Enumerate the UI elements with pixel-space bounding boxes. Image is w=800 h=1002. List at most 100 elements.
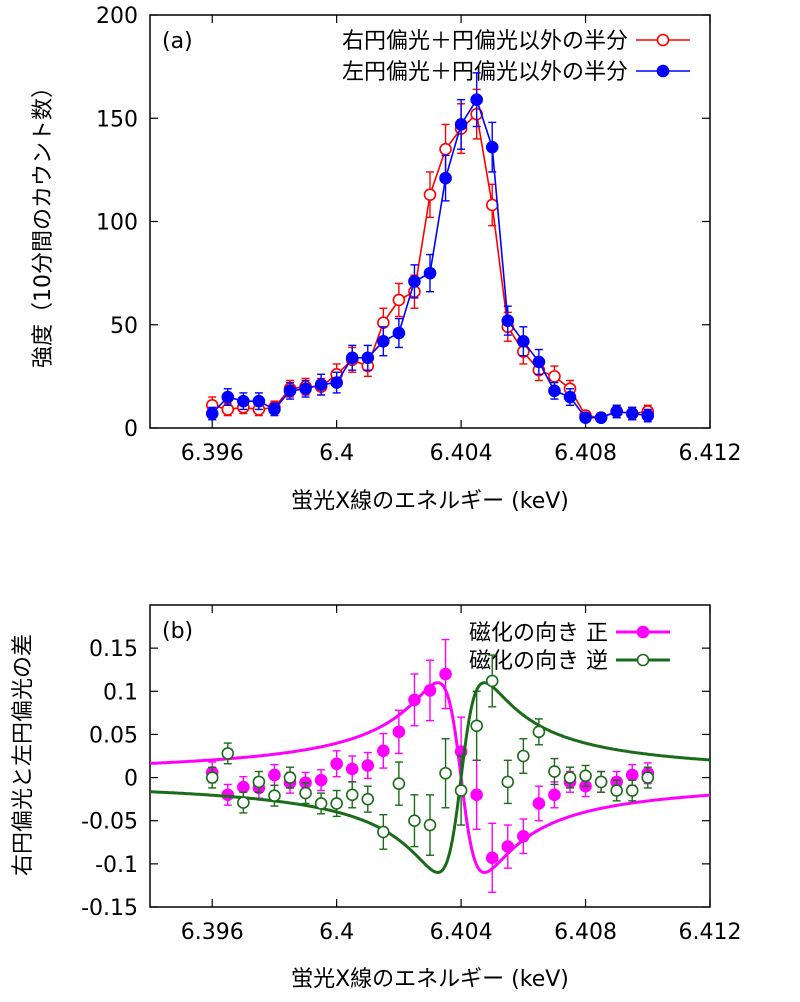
legend-a-series-1-label: 右円偏光＋円偏光以外の半分 — [342, 29, 628, 54]
b-series-1-point — [392, 709, 406, 755]
a-series-2-point — [314, 373, 328, 396]
legend-b-series-2-sample — [616, 653, 670, 667]
panel-a: (a) 右円偏光＋円偏光以外の半分 左円偏光＋円偏光以外の半分 蛍光X線のエネル… — [31, 4, 741, 514]
panel-b-label: (b) — [162, 619, 193, 644]
b-y-tick-label: -0.05 — [81, 810, 138, 835]
b-series-2 — [149, 654, 711, 875]
a-series-2 — [205, 72, 655, 424]
b-y-tick-label: 0.05 — [89, 723, 138, 748]
b-y-tick-label: 0.15 — [89, 637, 138, 662]
b-series-2-point — [392, 761, 406, 806]
a-series-2-point — [283, 381, 297, 400]
a-series-2-point — [610, 404, 623, 419]
b-series-2-point — [485, 654, 499, 708]
panel-a-legend: 右円偏光＋円偏光以外の半分 左円偏光＋円偏光以外の半分 — [342, 29, 690, 85]
a-series-2-point — [579, 411, 592, 424]
b-series-2-point — [501, 759, 515, 805]
panel-b: (b) 磁化の向き 正 磁化の向き 逆 蛍光X線のエネルギー (keV) 右円偏… — [11, 604, 742, 992]
b-y-tick-label: 0 — [124, 767, 138, 792]
a-series-2-point — [439, 154, 452, 202]
a-x-tick-label: 6.4 — [319, 441, 354, 466]
b-series-2-point — [470, 690, 483, 762]
a-series-2-point — [641, 408, 655, 423]
b-series-1-point — [314, 769, 328, 792]
b-series-2-point — [283, 766, 297, 789]
b-series-2-point — [532, 718, 546, 746]
a-y-tick-label: 150 — [96, 107, 138, 132]
legend-b-series-1-sample — [616, 625, 670, 639]
b-x-tick-label: 6.404 — [430, 920, 493, 945]
b-series-2-point — [610, 779, 623, 802]
a-series-2-point — [237, 392, 250, 411]
b-series-2-point — [252, 770, 266, 793]
a-series-1-point — [392, 282, 406, 318]
b-x-tick-label: 6.396 — [181, 920, 244, 945]
a-x-tick-label: 6.412 — [679, 441, 742, 466]
a-series-2-point — [470, 72, 483, 128]
b-series-1-point — [532, 785, 546, 822]
b-series-1-point — [548, 781, 561, 809]
panel-a-y-axis-label: 強度（10分間のカウント数） — [31, 76, 56, 368]
panel-a-x-axis-label: 蛍光X線のエネルギー (keV) — [291, 489, 569, 514]
a-x-tick-label: 6.408 — [554, 441, 617, 466]
legend-b-series-1-label: 磁化の向き 正 — [469, 621, 608, 646]
panel-a-label: (a) — [162, 29, 193, 54]
b-series-2-point — [345, 781, 359, 809]
b-series-2-point — [563, 766, 577, 789]
a-x-tick-label: 6.404 — [430, 441, 493, 466]
b-series-1-point — [517, 818, 530, 855]
b-series-2-point — [314, 792, 328, 815]
a-y-tick-label: 100 — [96, 211, 138, 236]
b-series-1-point — [485, 822, 499, 894]
a-series-2-point — [268, 402, 281, 417]
b-series-2-point — [221, 742, 235, 765]
a-series-2-point — [252, 392, 266, 411]
a-series-2-point — [408, 264, 421, 299]
b-series-2-point — [299, 782, 312, 805]
b-series-2-point — [579, 764, 592, 787]
b-series-2-point — [268, 784, 281, 807]
a-series-2-point — [392, 317, 406, 349]
b-series-1-point — [377, 732, 390, 769]
legend-a-series-2-sample — [636, 64, 690, 78]
b-series-2-point — [361, 785, 375, 813]
legend-a-series-1-sample — [636, 33, 690, 47]
b-series-1-point — [439, 638, 452, 710]
b-plot-frame — [149, 604, 711, 908]
b-series-1-point — [345, 755, 359, 783]
panel-b-x-axis-label: 蛍光X線のエネルギー (keV) — [291, 967, 569, 992]
a-series-2-point — [423, 253, 437, 293]
a-series-2-point — [625, 406, 639, 421]
b-series-1-point — [501, 824, 515, 869]
b-x-tick-label: 6.412 — [679, 920, 742, 945]
a-series-1-point — [423, 171, 437, 219]
legend-b-series-2-label: 磁化の向き 逆 — [469, 649, 608, 674]
a-x-tick-label: 6.396 — [181, 441, 244, 466]
a-series-2-point — [330, 371, 343, 394]
b-x-tick-label: 6.4 — [319, 920, 354, 945]
b-y-tick-label: -0.15 — [81, 896, 138, 921]
b-y-tick-label: 0.1 — [103, 680, 138, 705]
b-series-2-point — [625, 779, 639, 802]
b-series-2-point — [439, 738, 452, 809]
b-series-2-point — [408, 794, 421, 848]
a-series-2-point — [205, 406, 219, 421]
b-series-1-point — [470, 759, 483, 831]
b-series-1-point — [408, 673, 421, 727]
b-x-tick-label: 6.408 — [554, 920, 617, 945]
b-series-2-point — [377, 813, 390, 850]
a-series-2-point — [377, 326, 390, 357]
b-series-1-point — [361, 751, 375, 780]
b-series-2-point — [237, 791, 250, 814]
b-series-2-point — [594, 770, 608, 793]
a-series-2-point — [221, 388, 235, 406]
legend-a-series-2-label: 左円偏光＋円偏光以外の半分 — [342, 60, 628, 85]
b-series-1-point — [268, 763, 281, 787]
b-series-1-point — [330, 750, 343, 778]
a-series-2-point — [345, 344, 359, 371]
a-series-2-point — [501, 305, 515, 336]
b-series-2-point — [330, 789, 343, 818]
a-series-2-point — [361, 344, 375, 371]
b-series-1-point — [423, 659, 437, 722]
